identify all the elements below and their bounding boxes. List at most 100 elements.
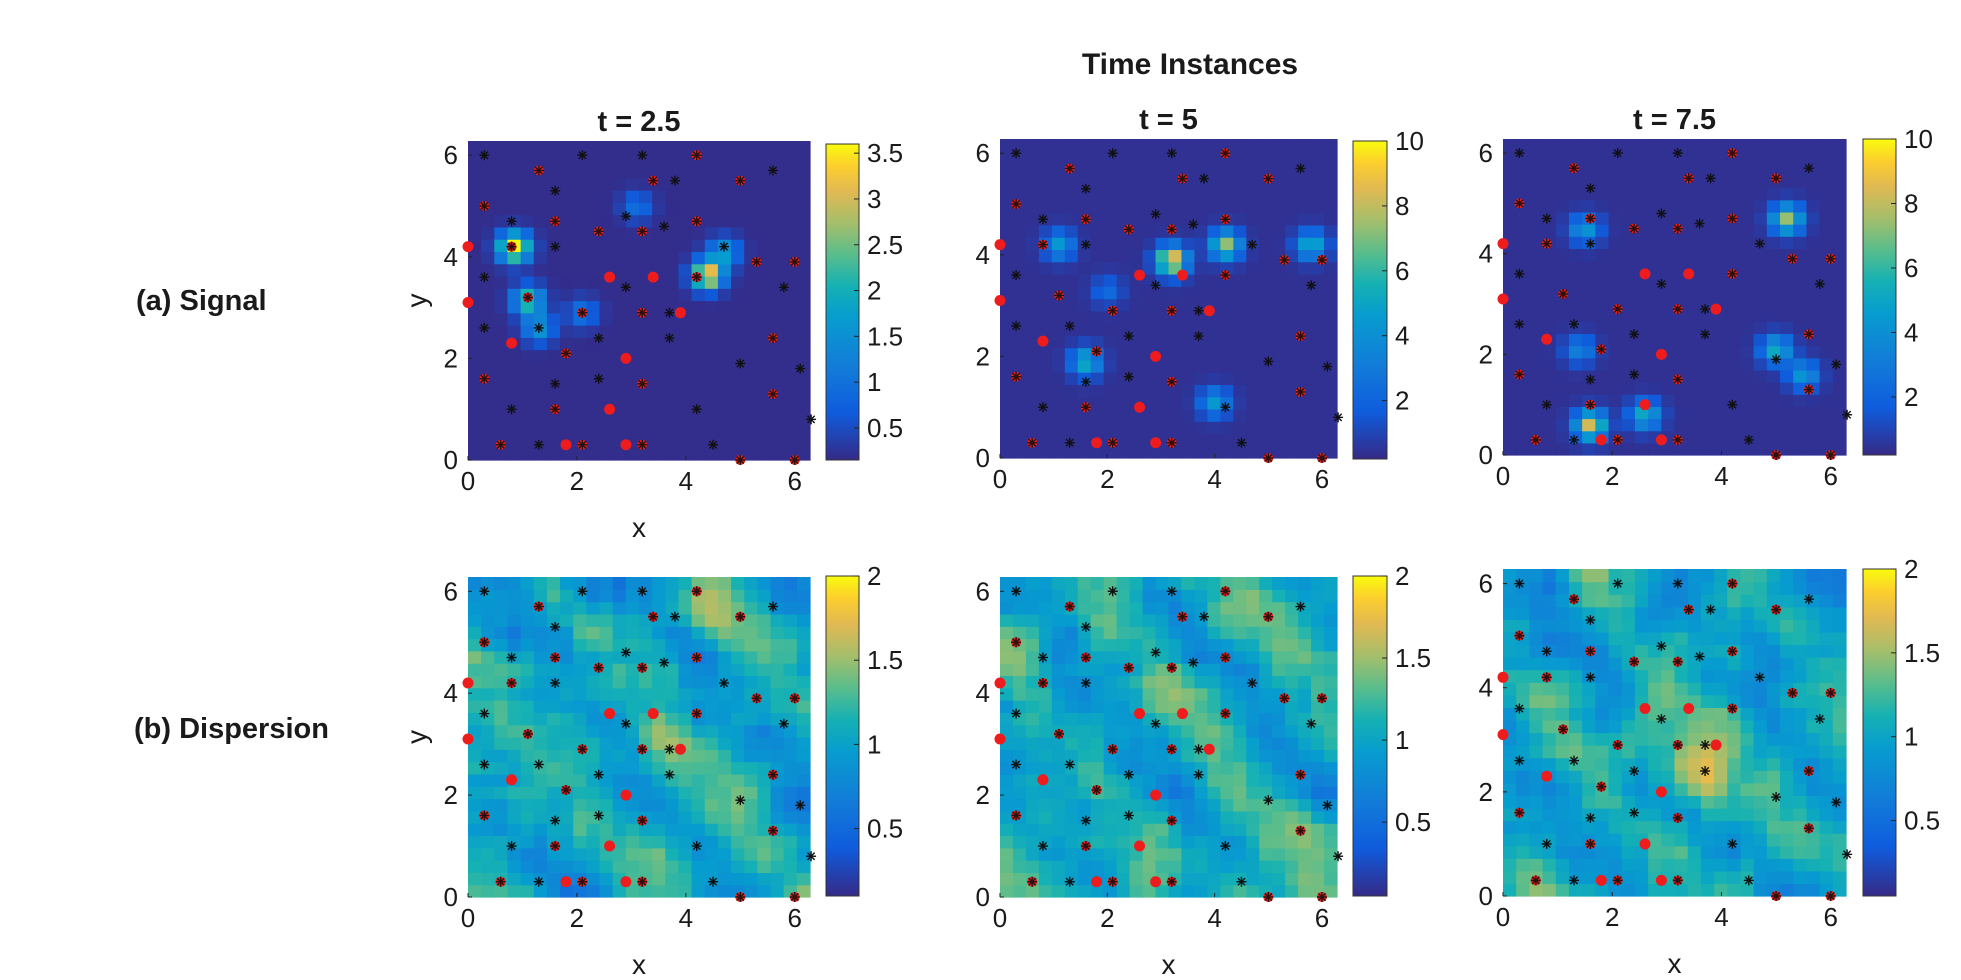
sensor-black-overlay bbox=[1629, 223, 1640, 234]
sensor-black-overlay bbox=[1054, 290, 1065, 301]
heatmap-cell bbox=[1064, 359, 1079, 373]
heatmap-cell bbox=[520, 275, 535, 289]
heatmap-cell bbox=[1608, 418, 1623, 432]
star-stroke bbox=[1515, 269, 1524, 278]
heatmap-cell bbox=[1542, 224, 1557, 237]
heatmap-cell bbox=[744, 835, 758, 849]
sensor-black bbox=[1220, 841, 1231, 852]
heatmap-cell bbox=[731, 300, 745, 314]
star-stroke bbox=[1586, 400, 1595, 409]
heatmap-cell bbox=[1207, 151, 1221, 165]
heatmap-cell bbox=[704, 847, 719, 861]
heatmap-cell bbox=[691, 435, 706, 449]
heatmap-cell bbox=[1090, 323, 1105, 336]
heatmap-cell bbox=[1542, 345, 1557, 359]
heatmap-cell bbox=[1064, 737, 1079, 750]
heatmap-cell bbox=[1542, 297, 1557, 310]
heatmap-cell bbox=[717, 398, 732, 412]
heatmap-cell bbox=[665, 847, 680, 861]
heatmap-cell bbox=[731, 275, 745, 289]
heatmap-cell bbox=[704, 650, 719, 664]
heatmap-cell bbox=[1116, 589, 1131, 603]
heatmap-cell bbox=[1568, 442, 1583, 456]
heatmap-cell bbox=[1051, 151, 1066, 165]
heatmap-cell bbox=[1129, 359, 1144, 373]
heatmap-cell bbox=[586, 263, 601, 277]
heatmap-cell bbox=[1207, 773, 1221, 787]
heatmap-cell bbox=[1621, 248, 1636, 262]
heatmap-cell bbox=[520, 190, 535, 203]
heatmap-cell bbox=[599, 202, 614, 216]
heatmap-cell bbox=[1025, 835, 1040, 849]
star-stroke bbox=[1038, 678, 1048, 688]
heatmap-cell bbox=[481, 872, 495, 886]
heatmap-cell bbox=[1259, 773, 1273, 787]
heatmap-cell bbox=[1155, 884, 1170, 898]
heatmap-cell bbox=[494, 423, 509, 437]
heatmap-cell bbox=[560, 275, 574, 289]
heatmap-cell bbox=[1012, 347, 1027, 361]
heatmap-cell bbox=[1142, 823, 1157, 837]
heatmap-cell bbox=[1700, 163, 1715, 177]
heatmap-cell bbox=[586, 153, 601, 167]
sensor-black-overlay bbox=[479, 201, 490, 212]
heatmap-cell bbox=[1155, 577, 1170, 590]
heatmap-cell bbox=[612, 312, 627, 326]
heatmap-cell bbox=[1116, 433, 1131, 447]
heatmap-cell bbox=[1129, 613, 1144, 627]
heatmap-cell bbox=[639, 447, 653, 461]
star-stroke bbox=[1657, 279, 1666, 289]
heatmap-cell bbox=[1246, 884, 1260, 898]
heatmap-cell bbox=[1103, 335, 1118, 349]
heatmap-cell bbox=[678, 613, 693, 627]
heatmap-cell bbox=[783, 601, 798, 615]
heatmap-cell bbox=[691, 724, 706, 738]
heatmap-cell bbox=[1272, 675, 1286, 689]
heatmap-cell bbox=[704, 386, 719, 400]
heatmap-cell bbox=[1298, 613, 1312, 627]
heatmap-cell bbox=[586, 884, 601, 898]
star-stroke bbox=[1569, 320, 1579, 329]
heatmap-cell bbox=[507, 761, 522, 775]
heatmap-cell bbox=[1793, 211, 1808, 225]
heatmap-cell bbox=[1090, 860, 1105, 873]
x-tick-label: 2 bbox=[1100, 464, 1114, 494]
heatmap-cell bbox=[717, 410, 732, 424]
x-tick-label: 4 bbox=[679, 466, 693, 496]
star-stroke bbox=[480, 760, 489, 769]
heatmap-cell bbox=[717, 860, 732, 873]
heatmap-cell bbox=[494, 860, 509, 873]
heatmap-cell bbox=[1000, 163, 1014, 177]
star-stroke bbox=[736, 455, 745, 465]
heatmap-cell bbox=[1000, 700, 1014, 713]
heatmap-cell bbox=[1272, 613, 1286, 627]
sensor-black bbox=[1629, 329, 1640, 340]
heatmap-cell bbox=[1529, 418, 1544, 432]
heatmap-cell bbox=[599, 435, 614, 449]
heatmap-cell bbox=[533, 687, 548, 701]
sensor-red bbox=[506, 337, 518, 349]
x-tick-label: 6 bbox=[1823, 461, 1837, 491]
heatmap-cell bbox=[546, 312, 561, 326]
heatmap-cell bbox=[1793, 139, 1808, 152]
heatmap-cell bbox=[625, 447, 640, 461]
sensor-black bbox=[1514, 268, 1525, 279]
heatmap-cell bbox=[560, 835, 574, 849]
heatmap-cell bbox=[1077, 335, 1092, 349]
heatmap-cell bbox=[1780, 236, 1794, 249]
heatmap-cell bbox=[704, 263, 719, 277]
heatmap-cell bbox=[1012, 408, 1027, 422]
heatmap-cell bbox=[1103, 359, 1118, 373]
heatmap-cell bbox=[1298, 347, 1312, 361]
heatmap-cell bbox=[1542, 418, 1557, 432]
heatmap-cell bbox=[1194, 712, 1208, 726]
heatmap-cell bbox=[652, 300, 666, 314]
heatmap-cell bbox=[1503, 309, 1517, 322]
heatmap-cell bbox=[1780, 224, 1794, 237]
heatmap-cell bbox=[1780, 406, 1794, 420]
heatmap-cell bbox=[1168, 249, 1183, 263]
sensor-red bbox=[1150, 437, 1162, 449]
heatmap-cell bbox=[1324, 847, 1338, 861]
heatmap-cell bbox=[1103, 139, 1118, 152]
heatmap-cell bbox=[1780, 442, 1794, 456]
